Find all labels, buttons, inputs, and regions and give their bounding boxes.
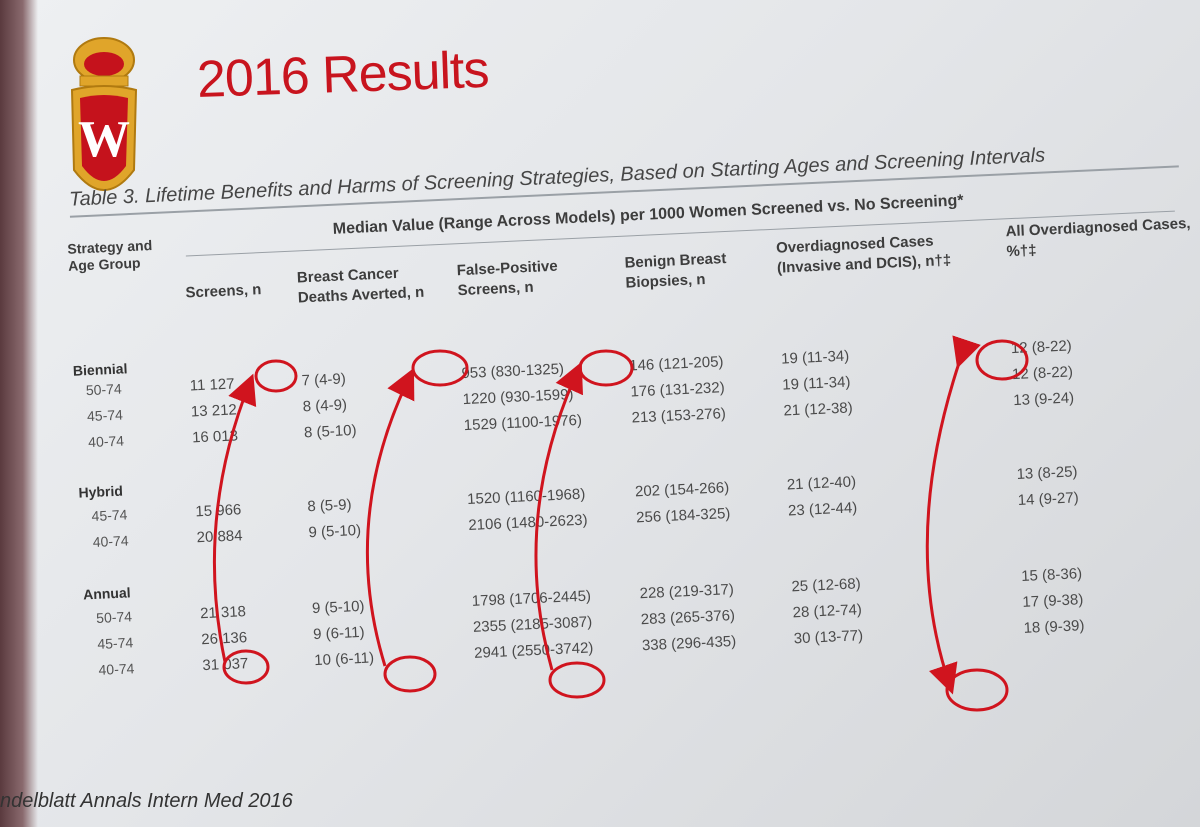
overdiagnosed-percent-cell: 12 (8-22)	[1011, 363, 1074, 384]
overdiagnosed-percent-cell: 15 (8-36)	[1020, 565, 1083, 585]
column-header-screens: Screens, n	[185, 281, 262, 302]
overdiagnosed-cases-cell: 25 (12-68)	[791, 575, 862, 596]
overdiagnosed-cases-cell: 19 (11-34)	[780, 347, 850, 368]
age-cell: 40-74	[87, 432, 125, 451]
column-header-false-positive: False-Positive Screens, n	[456, 257, 558, 300]
svg-text:W: W	[78, 111, 130, 168]
deaths-averted-cell: 8 (4-9)	[302, 396, 348, 416]
screen-edge	[0, 0, 38, 827]
citation-footer: ndelblatt Annals Intern Med 2016	[0, 790, 293, 812]
screens-cell: 26 136	[200, 629, 248, 649]
benign-biopsies-cell: 338 (296-435)	[641, 632, 737, 655]
false-positive-cell: 953 (830-1325)	[461, 360, 565, 383]
column-header-overdiagnosed-percent: All Overdiagnosed Cases, %†‡	[1005, 214, 1191, 261]
slide-title: 2016 Results	[196, 40, 490, 109]
overdiagnosed-cases-cell: 21 (12-38)	[783, 399, 854, 420]
overdiagnosed-percent-cell: 12 (8-22)	[1010, 337, 1073, 358]
benign-biopsies-cell: 202 (154-266)	[634, 479, 730, 501]
column-header-benign-biopsies: Benign Breast Biopsies, n	[624, 250, 727, 292]
group-label-hybrid: Hybrid	[78, 482, 124, 501]
age-cell: 45-74	[97, 634, 134, 652]
benign-biopsies-cell: 283 (265-376)	[640, 606, 736, 629]
screens-cell: 31 037	[202, 655, 249, 675]
column-header-deaths-averted: Breast Cancer Deaths Averted, n	[296, 264, 425, 307]
screens-cell: 15 966	[195, 501, 242, 521]
overdiagnosed-percent-cell: 18 (9-39)	[1023, 617, 1085, 637]
overdiagnosed-percent-cell: 13 (8-25)	[1016, 463, 1078, 484]
age-cell: 45-74	[86, 406, 124, 425]
benign-biopsies-cell: 146 (121-205)	[628, 353, 724, 375]
table-caption: Table 3. Lifetime Benefits and Harms of …	[68, 138, 1179, 218]
age-cell: 50-74	[85, 380, 122, 399]
deaths-averted-cell: 10 (6-11)	[313, 649, 375, 670]
overdiagnosed-cases-cell: 23 (12-44)	[787, 499, 858, 520]
age-cell: 50-74	[95, 608, 133, 626]
group-label-biennial: Biennial	[72, 360, 128, 379]
false-positive-cell: 1798 (1706-2445)	[471, 587, 592, 610]
results-table: Table 3. Lifetime Benefits and Harms of …	[40, 77, 1200, 749]
benign-biopsies-cell: 213 (153-276)	[631, 405, 727, 427]
column-header-overdiagnosed-cases: Overdiagnosed Cases (Invasive and DCIS),…	[775, 232, 952, 277]
deaths-averted-cell: 7 (4-9)	[301, 370, 347, 390]
screens-cell: 16 013	[191, 427, 239, 447]
false-positive-cell: 1520 (1160-1968)	[466, 485, 586, 508]
age-cell: 40-74	[98, 660, 135, 678]
age-cell: 40-74	[92, 532, 129, 551]
overdiagnosed-cases-cell: 30 (13-77)	[793, 627, 864, 648]
age-cell: 45-74	[91, 506, 128, 525]
overdiagnosed-cases-cell: 19 (11-34)	[781, 373, 851, 394]
screens-cell: 13 212	[190, 401, 238, 421]
stub-header: Strategy and Age Group	[67, 237, 153, 274]
deaths-averted-cell: 9 (5-10)	[311, 597, 365, 618]
overdiagnosed-percent-cell: 14 (9-27)	[1017, 489, 1080, 510]
overdiagnosed-cases-cell: 21 (12-40)	[786, 473, 857, 494]
deaths-averted-cell: 9 (6-11)	[312, 623, 365, 644]
screens-cell: 11 127	[189, 375, 235, 395]
deaths-averted-cell: 8 (5-9)	[306, 496, 352, 516]
benign-biopsies-cell: 256 (184-325)	[635, 505, 731, 527]
screens-cell: 21 318	[199, 603, 247, 623]
benign-biopsies-cell: 228 (219-317)	[639, 581, 735, 603]
deaths-averted-cell: 8 (5-10)	[303, 421, 357, 442]
false-positive-cell: 1220 (930-1599)	[462, 386, 574, 409]
overdiagnosed-cases-cell: 28 (12-74)	[792, 601, 863, 622]
benign-biopsies-cell: 176 (131-232)	[630, 379, 726, 401]
overdiagnosed-percent-cell: 13 (9-24)	[1012, 389, 1075, 410]
overdiagnosed-percent-cell: 17 (9-38)	[1022, 591, 1084, 611]
screens-cell: 20 884	[196, 527, 243, 547]
university-crest-icon: W	[70, 37, 138, 191]
deaths-averted-cell: 9 (5-10)	[308, 521, 362, 542]
group-label-annual: Annual	[82, 584, 131, 603]
